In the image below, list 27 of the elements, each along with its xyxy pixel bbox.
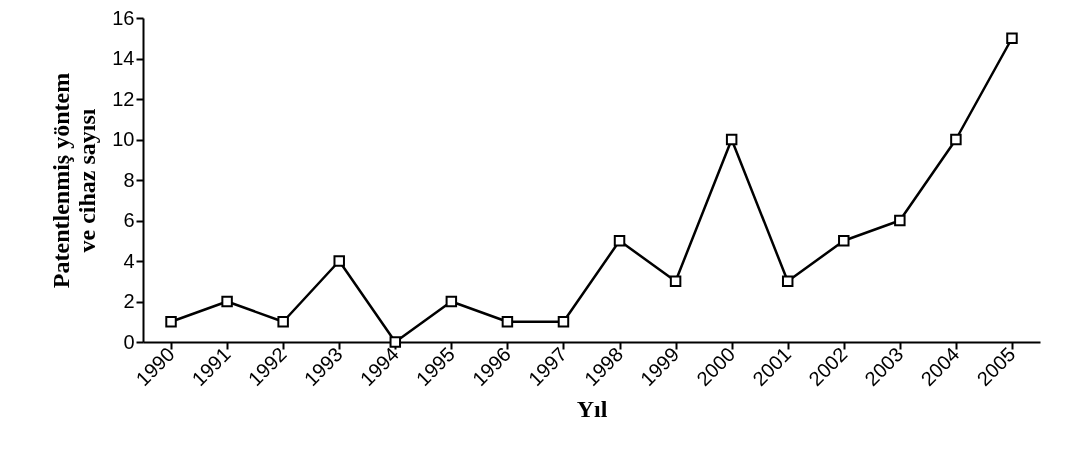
y-tick-label: 6 — [123, 209, 135, 231]
point — [1006, 32, 1018, 44]
point — [501, 316, 514, 328]
point — [669, 275, 682, 287]
point — [781, 275, 794, 287]
y-tick-label: 2 — [123, 290, 135, 312]
y-tick-label: 4 — [123, 249, 135, 272]
point — [950, 133, 962, 146]
y-tick-label: 0 — [123, 330, 135, 353]
point — [445, 295, 458, 308]
point — [165, 316, 177, 328]
y-tick-label: 14 — [112, 47, 135, 69]
point — [725, 133, 738, 146]
point — [277, 316, 289, 328]
x-axis-title: Yıl — [576, 396, 608, 423]
y-tick-label: 12 — [112, 87, 135, 110]
point — [333, 255, 345, 267]
y-axis-title: Patentlenmiş yöntem ve cihaz sayısı — [48, 72, 101, 289]
y-tick-label: 16 — [112, 6, 135, 29]
point — [557, 316, 570, 328]
point — [838, 235, 850, 247]
point — [894, 214, 906, 227]
point — [389, 336, 402, 348]
point — [613, 235, 626, 247]
y-tick-label: 8 — [123, 168, 135, 191]
y-tick-label: 10 — [112, 128, 135, 150]
point — [221, 295, 233, 308]
